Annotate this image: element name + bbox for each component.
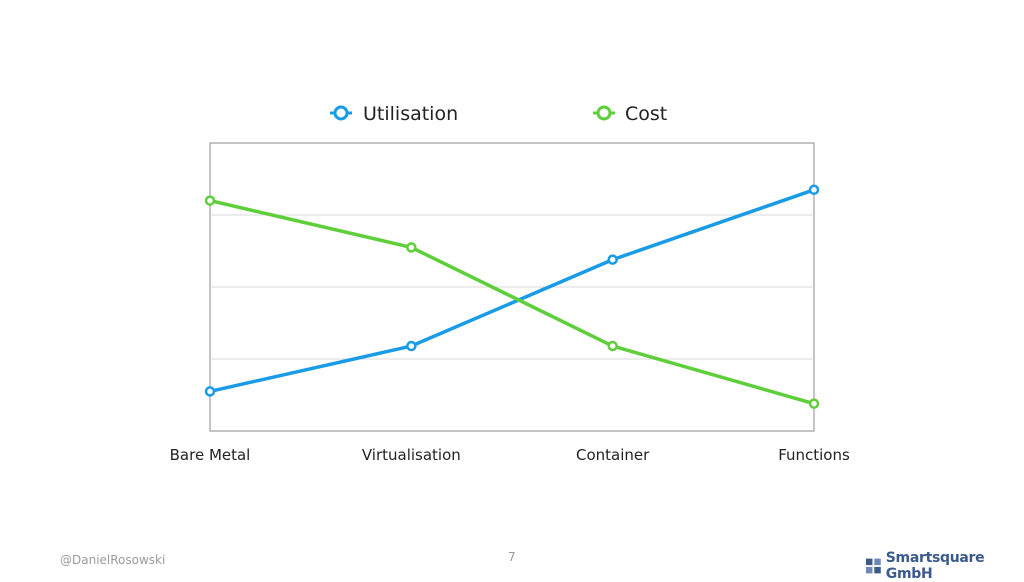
legend-item-utilisation: Utilisation [330,103,458,125]
brand-mark-icon [866,558,881,574]
series-cost [204,195,820,409]
brand-logo: Smartsquare GmbH [866,550,1024,582]
data-point [204,386,216,397]
legend-swatch-marker [333,105,349,121]
legend: Utilisation Cost [330,103,667,125]
footer-author: @DanielRosowski [60,553,166,567]
data-point [607,340,618,352]
data-point [607,254,618,265]
series-line [209,188,815,394]
legend-item-cost: Cost [593,103,667,125]
data-point [808,184,820,196]
gridlines [210,214,814,360]
page-number: 7 [508,550,516,564]
data-point [204,195,216,206]
data-point [808,398,820,409]
data-point [406,340,417,352]
legend-label-utilisation: Utilisation [363,103,458,125]
brand-name: Smartsquare GmbH [885,550,985,582]
series-utilisation [204,184,820,397]
x-tick-label: Functions [778,446,850,464]
x-axis-tick-labels: Bare Metal Virtualisation Container Functio… [170,446,850,464]
data-point [406,242,417,253]
series-line [209,198,815,406]
x-tick-label: Container [576,446,650,464]
x-tick-label: Virtualisation [362,446,461,464]
x-tick-label: Bare Metal [170,446,251,464]
legend-swatch-marker [596,105,612,121]
series-layer [204,184,820,409]
legend-label-cost: Cost [625,103,667,125]
